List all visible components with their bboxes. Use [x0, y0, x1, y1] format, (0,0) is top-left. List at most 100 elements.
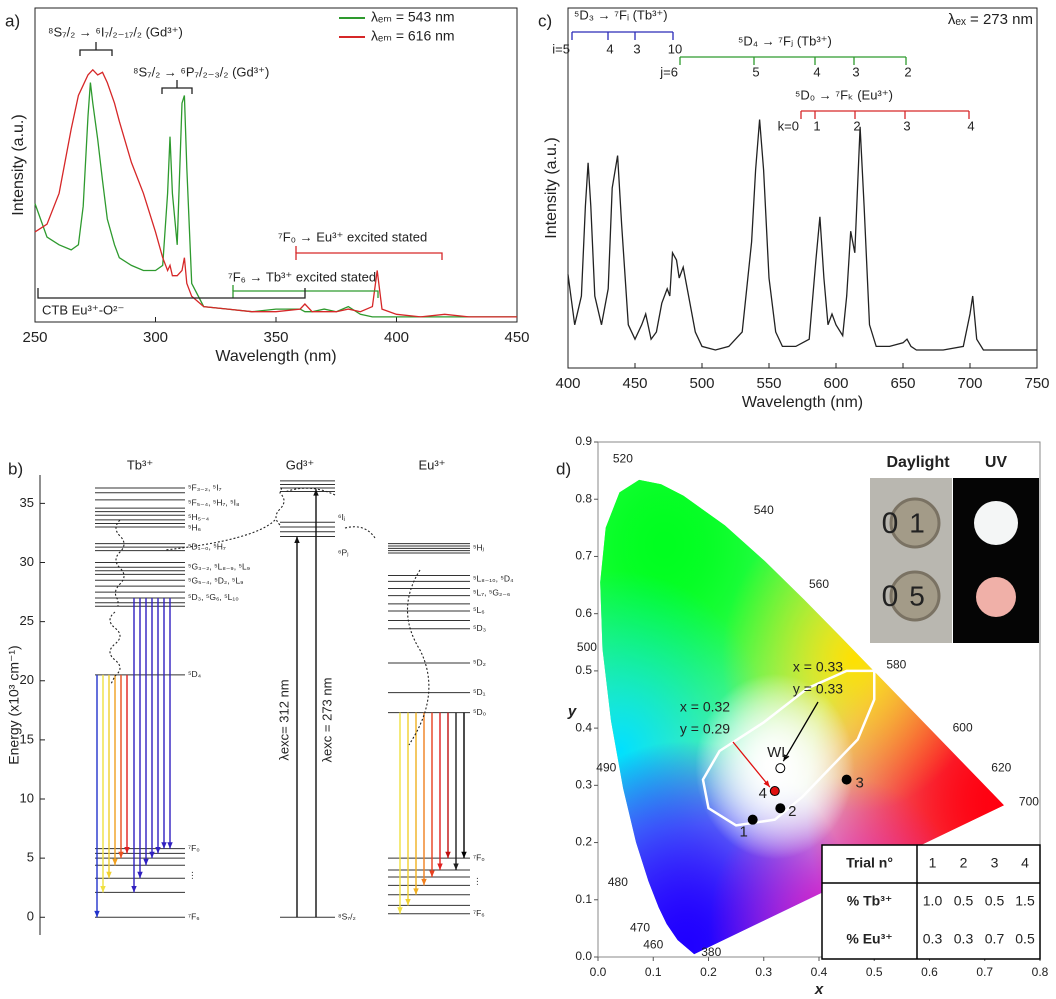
- x-tick-label: 0.2: [700, 965, 717, 979]
- ion-name: Gd³⁺: [286, 457, 315, 472]
- y-tick-label: 0.5: [575, 663, 592, 677]
- table-cell: 0.3: [923, 931, 943, 947]
- panel-label: a): [5, 11, 20, 30]
- level-label: ⁵D₃: [473, 623, 486, 633]
- annotation: ⁷F₆ → Tb³⁺ excited stated: [228, 269, 376, 284]
- y-tick-label: 0.1: [575, 892, 592, 906]
- relaxation-path: [109, 611, 121, 685]
- transition-label: ⁵D₄ → ⁷Fⱼ (Tb³⁺): [738, 33, 832, 48]
- table-cell: 0.5: [954, 893, 974, 909]
- point-label: 1: [740, 824, 748, 841]
- plot-frame: [567, 7, 1038, 369]
- y-tick-label: 5: [27, 850, 34, 865]
- panel-label: b): [8, 459, 23, 478]
- y-tick-label: 0.9: [575, 434, 592, 448]
- table-cell: 3: [991, 855, 999, 871]
- relaxation-path: [406, 569, 430, 746]
- y-tick-label: 0.4: [575, 720, 592, 734]
- level-label: ⁵D₃, ⁵G₆, ⁵L₁₀: [188, 592, 239, 602]
- point-label: 3: [855, 775, 863, 792]
- legend-label: λₑₘ = 543 nm: [371, 9, 455, 25]
- level-label: ⁵D₁₋₀, ⁵H₇: [188, 541, 226, 551]
- x-tick-label: 550: [756, 375, 781, 392]
- transition-level: 3: [633, 41, 640, 56]
- emission-arrow-head: [118, 851, 124, 859]
- level-label: ⁷F₆: [473, 908, 485, 918]
- y-tick-label: 10: [20, 790, 34, 805]
- emission-arrow-head: [100, 885, 106, 893]
- annotation: x = 0.32: [680, 699, 730, 715]
- wavelength-label: 580: [886, 657, 906, 671]
- transition-level: 1: [813, 118, 820, 133]
- x-tick-label: 400: [555, 375, 580, 392]
- x-tick-label: 0.3: [755, 965, 772, 979]
- level-label: ⁶Iⱼ: [338, 512, 345, 522]
- level-label: ⁵L₇, ⁵G₂₋₆: [473, 588, 510, 598]
- relaxation-path: [344, 526, 376, 539]
- excitation-arrow-head: [313, 489, 319, 496]
- x-tick-label: 400: [384, 329, 409, 346]
- emission-arrow-head: [437, 863, 443, 870]
- emission-arrow-head: [461, 851, 467, 859]
- transition-level: k=0: [778, 118, 799, 133]
- level-label: ⁵H₆: [188, 522, 201, 532]
- transition-level: 4: [813, 64, 820, 79]
- level-label: ⋮: [188, 870, 197, 880]
- table-cell: 2: [960, 855, 968, 871]
- annotation-arrow-head: [763, 780, 770, 788]
- excitation-label: λₑₓ = 273 nm: [948, 11, 1033, 28]
- table-cell: 1.0: [923, 893, 943, 909]
- level-label: ⁵D₀: [473, 707, 487, 717]
- wavelength-label: 540: [754, 503, 774, 517]
- transition-level: j=6: [659, 64, 678, 79]
- wavelength-label: 490: [596, 760, 616, 774]
- y-axis-label: Intensity (a.u.): [543, 137, 560, 238]
- table-cell: 4: [1021, 855, 1029, 871]
- annotation-arrow-head: [783, 754, 789, 762]
- x-tick-label: 700: [957, 375, 982, 392]
- chromaticity-point: [841, 774, 852, 785]
- ion-name: Eu³⁺: [418, 457, 445, 472]
- vial-label: 0: [882, 580, 899, 613]
- y-tick-label: 0.7: [575, 549, 592, 563]
- relaxation-path: [275, 486, 285, 526]
- table-cell: 0.3: [954, 931, 974, 947]
- point-label: 2: [788, 803, 796, 820]
- level-label: ⁷F₀: [473, 852, 485, 862]
- y-axis-label: y: [567, 703, 577, 720]
- emission-arrow-head: [112, 858, 118, 866]
- excitation-label: λexc = 273 nm: [319, 678, 334, 763]
- excitation-label: λexc= 312 nm: [276, 679, 291, 760]
- vial-label: 5: [909, 580, 925, 611]
- y-tick-label: 30: [20, 554, 34, 569]
- emission-arrow-head: [405, 898, 411, 906]
- level-label: ⁵L₆: [473, 605, 485, 615]
- annotation-bracket: [37, 288, 306, 299]
- emission-arrow-head: [413, 888, 419, 895]
- ion-name: Tb³⁺: [127, 457, 153, 472]
- annotation-arrow: [782, 701, 819, 762]
- annotation: CTB Eu³⁺-O²⁻: [42, 302, 124, 317]
- x-tick-label: 0.6: [921, 965, 938, 979]
- vial: [889, 570, 941, 622]
- annotation: y = 0.33: [793, 681, 843, 697]
- emission-arrow-head: [445, 851, 451, 859]
- relaxation-path: [284, 487, 336, 496]
- chromaticity-point: [747, 814, 758, 825]
- annotation: ⁷F₀ → Eu³⁺ excited stated: [278, 229, 427, 244]
- level-label: ⁷F₆: [188, 912, 200, 922]
- legend-label: λₑₘ = 616 nm: [371, 28, 455, 44]
- transition-level: 2: [904, 64, 911, 79]
- level-label: ⁸S₇/₂: [338, 912, 356, 922]
- transition-label: ⁵D₃ → ⁷Fᵢ (Tb³⁺): [574, 7, 668, 22]
- y-tick-label: 0.2: [575, 835, 592, 849]
- x-tick-label: 300: [143, 329, 168, 346]
- wavelength-label: 520: [613, 451, 633, 465]
- y-tick-label: 0.3: [575, 778, 592, 792]
- x-tick-label: 350: [263, 329, 288, 346]
- annotation-bracket: [161, 87, 193, 94]
- spectrum-line: [34, 68, 517, 318]
- x-tick-label: 250: [22, 329, 47, 346]
